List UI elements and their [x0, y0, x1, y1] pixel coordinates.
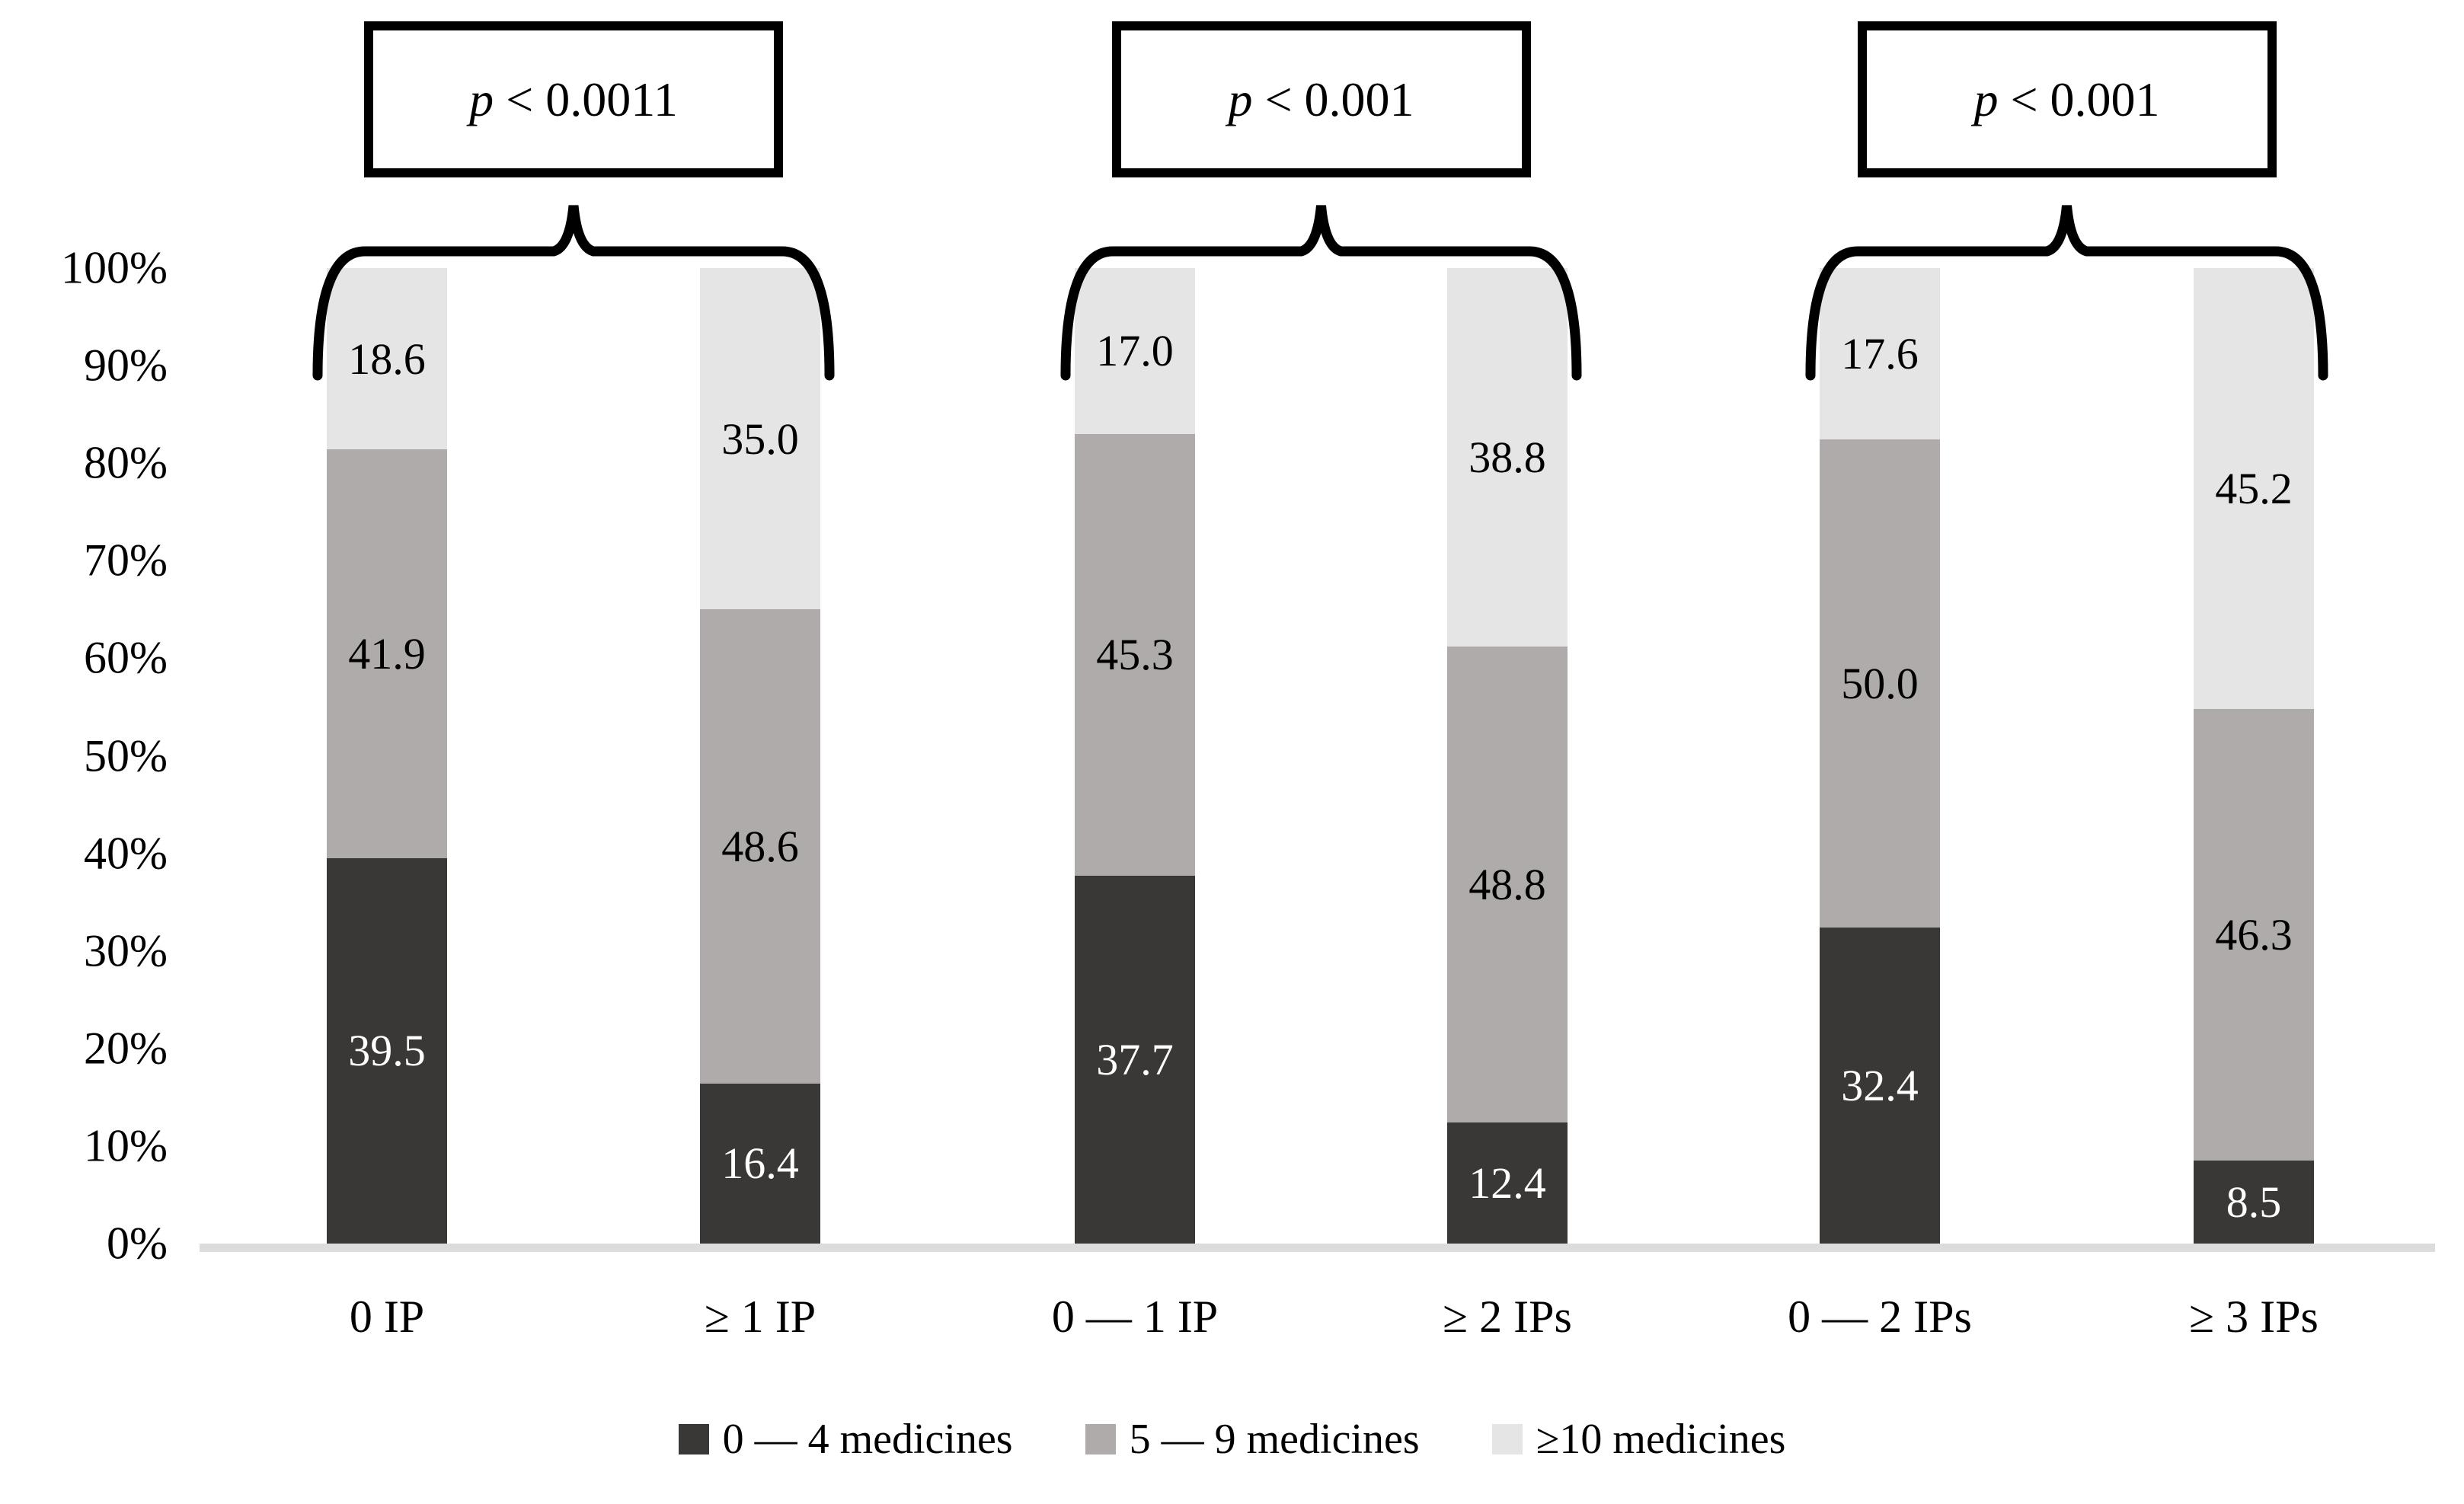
bar-segment-light: 38.8 [1447, 268, 1568, 647]
bar-segment-medium: 50.0 [1820, 439, 1940, 928]
legend-swatch-icon [1491, 1424, 1523, 1455]
y-axis-tick-label: 0% [107, 1218, 168, 1269]
legend-item: 5 — 9 medicines [1085, 1415, 1420, 1464]
bar-segment-dark: 37.7 [1075, 876, 1195, 1244]
y-axis-tick-label: 70% [84, 535, 168, 586]
y-axis-tick-label: 50% [84, 730, 168, 781]
bar-segment-light: 17.0 [1075, 268, 1195, 434]
bar-segment-light: 35.0 [700, 268, 820, 610]
bar-segment-medium: 48.6 [700, 609, 820, 1084]
pair-brace [1805, 205, 2328, 381]
segment-value-label: 37.7 [1096, 1035, 1174, 1085]
segment-value-label: 48.6 [721, 822, 799, 872]
segment-value-label: 35.0 [721, 414, 799, 464]
legend-item: 0 — 4 medicines [678, 1415, 1013, 1464]
bar-segment-medium: 45.3 [1075, 433, 1195, 877]
segment-value-label: 16.4 [721, 1138, 799, 1189]
segment-value-label: 18.6 [348, 334, 426, 384]
segment-value-label: 32.4 [1841, 1060, 1919, 1110]
p-value-box: p < 0.0011 [364, 21, 783, 177]
y-axis-tick-label: 60% [84, 632, 168, 683]
p-value-text: < 0.001 [1998, 72, 2160, 126]
p-value-text: < 0.001 [1252, 72, 1414, 126]
segment-value-label: 39.5 [348, 1026, 426, 1076]
segment-value-label: 45.2 [2215, 464, 2293, 513]
bar-segment-dark: 16.4 [700, 1083, 820, 1244]
bar-segment-dark: 39.5 [327, 858, 447, 1244]
legend-item: ≥10 medicines [1491, 1415, 1786, 1464]
bar-segment-light: 18.6 [327, 268, 447, 450]
x-axis-category-label: 0 IP [349, 1292, 425, 1342]
legend-swatch-icon [1085, 1424, 1116, 1455]
bar-segment-medium: 46.3 [2194, 709, 2314, 1161]
p-symbol: p [1228, 72, 1253, 126]
bar-segment-light: 45.2 [2194, 268, 2314, 709]
y-axis-tick-label: 10% [84, 1120, 168, 1171]
bar-segment-dark: 8.5 [2194, 1161, 2314, 1244]
legend: 0 — 4 medicines 5 — 9 medicines ≥10 medici… [0, 1415, 2464, 1464]
y-axis-tick-label: 90% [84, 340, 168, 391]
legend-label: ≥10 medicines [1536, 1416, 1786, 1463]
legend-label: 0 — 4 medicines [722, 1416, 1013, 1463]
y-axis-tick-label: 100% [61, 242, 168, 293]
segment-value-label: 12.4 [1468, 1158, 1546, 1209]
bar-segment-dark: 32.4 [1820, 927, 1940, 1244]
y-axis-tick-label: 40% [84, 828, 168, 879]
y-axis-tick-label: 20% [84, 1023, 168, 1074]
x-axis-category-label: ≥ 1 IP [704, 1292, 817, 1342]
legend-swatch-icon [678, 1424, 709, 1455]
y-axis-tick-label: 80% [84, 437, 168, 488]
p-symbol: p [1973, 72, 1999, 126]
legend-label: 5 — 9 medicines [1129, 1416, 1420, 1463]
bar-segment-medium: 48.8 [1447, 647, 1568, 1123]
segment-value-label: 41.9 [348, 629, 426, 679]
segment-value-label: 17.6 [1841, 329, 1919, 379]
x-axis-category-label: ≥ 3 IPs [2189, 1292, 2319, 1342]
p-value-box: p < 0.001 [1111, 21, 1531, 177]
pair-brace [1060, 205, 1582, 381]
p-value-text: < 0.0011 [494, 72, 678, 126]
x-axis-category-label: ≥ 2 IPs [1443, 1292, 1572, 1342]
p-value-box: p < 0.001 [1857, 21, 2277, 177]
x-axis-category-label: 0 — 2 IPs [1788, 1292, 1972, 1342]
segment-value-label: 48.8 [1468, 860, 1546, 910]
bar-segment-dark: 12.4 [1447, 1122, 1568, 1244]
p-symbol: p [469, 72, 494, 126]
segment-value-label: 50.0 [1841, 659, 1919, 709]
bar-segment-light: 17.6 [1820, 268, 1940, 440]
segment-value-label: 17.0 [1096, 326, 1174, 376]
bar-segment-medium: 41.9 [327, 449, 447, 858]
segment-value-label: 45.3 [1096, 630, 1174, 680]
y-axis-tick-label: 30% [84, 925, 168, 976]
x-axis-category-label: 0 — 1 IP [1051, 1292, 1219, 1342]
x-axis-baseline [200, 1244, 2435, 1252]
pair-brace [312, 205, 835, 381]
segment-value-label: 46.3 [2215, 910, 2293, 960]
segment-value-label: 38.8 [1468, 433, 1546, 482]
segment-value-label: 8.5 [2226, 1177, 2282, 1228]
